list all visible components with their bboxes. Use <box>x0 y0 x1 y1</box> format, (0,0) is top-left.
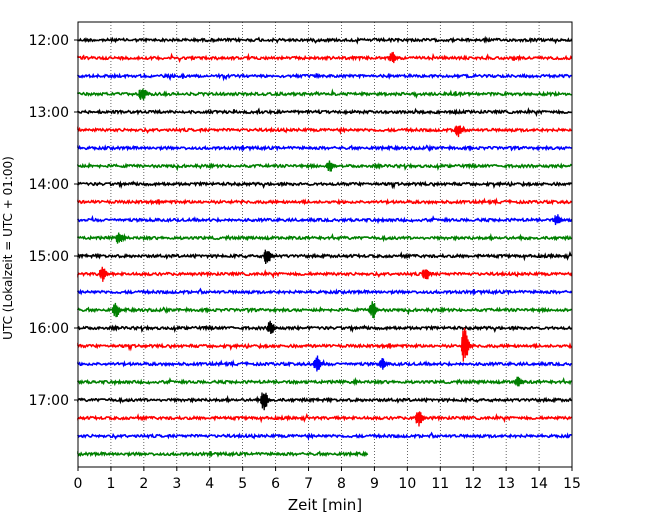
x-tick-label: 15 <box>563 476 581 492</box>
trace-row-1500 <box>77 250 573 262</box>
trace-row-1530 <box>77 287 573 297</box>
event-burst <box>115 232 130 244</box>
x-tick-label: 9 <box>370 476 379 492</box>
y-axis: 12:00 13:00 14:00 15:00 16:00 17:00 <box>29 33 78 409</box>
trace-row-1430 <box>77 214 573 225</box>
trace-row-1245 <box>77 88 572 99</box>
x-tick-label: 14 <box>530 476 548 492</box>
event-burst <box>266 320 282 335</box>
x-tick-label: 7 <box>304 476 313 492</box>
trace-row-1700 <box>77 394 573 405</box>
trace-row-1415 <box>77 197 573 206</box>
trace-row-1745 <box>77 450 369 459</box>
trace-row-1715 <box>77 412 573 424</box>
x-tick-label: 0 <box>74 476 83 492</box>
trace-row-1400 <box>77 180 573 190</box>
event-burst <box>325 160 341 172</box>
trace-row-1200 <box>77 35 573 45</box>
y-tick-label: 15:00 <box>29 249 69 265</box>
event-burst <box>138 88 153 101</box>
plot-frame <box>77 21 573 468</box>
grid-lines <box>110 22 540 467</box>
x-tick-label: 1 <box>106 476 115 492</box>
trace-row-1445 <box>77 232 572 243</box>
x-axis: 0 1 2 3 4 5 6 7 8 9 10 11 12 13 14 15 <box>74 467 581 492</box>
trace-row-1645 <box>77 376 573 387</box>
trace-row-1545 <box>77 306 572 316</box>
event-burst <box>421 269 437 280</box>
event-burst <box>111 302 127 318</box>
y-tick-label: 12:00 <box>29 33 69 49</box>
y-tick-label: 14:00 <box>29 177 69 193</box>
x-tick-label: 12 <box>464 476 482 492</box>
event-burst <box>414 411 430 427</box>
event-burst <box>260 392 275 411</box>
x-axis-label: Zeit [min] <box>288 496 362 514</box>
x-tick-label: 8 <box>337 476 346 492</box>
trace-row-1300 <box>77 107 572 118</box>
event-burst <box>388 51 404 64</box>
trace-row-1345 <box>77 162 573 172</box>
trace-row-1230 <box>77 72 572 82</box>
x-tick-label: 4 <box>205 476 214 492</box>
trace-row-1315 <box>77 125 572 135</box>
y-tick-label: 13:00 <box>29 105 69 121</box>
event-burst <box>312 355 328 372</box>
trace-rows <box>77 35 573 459</box>
event-burst <box>368 301 384 319</box>
x-tick-label: 6 <box>271 476 280 492</box>
event-burst <box>98 266 114 282</box>
trace-row-1630 <box>77 358 572 368</box>
y-axis-label: UTC (Lokalzeit = UTC + 01:00) <box>1 156 15 340</box>
trace-row-1330 <box>77 144 572 153</box>
x-tick-label: 2 <box>139 476 148 492</box>
event-burst <box>513 376 529 387</box>
y-tick-label: 16:00 <box>29 321 69 337</box>
event-burst <box>454 125 469 138</box>
x-tick-label: 11 <box>431 476 449 492</box>
y-tick-label: 17:00 <box>29 393 69 409</box>
event-burst <box>553 214 568 226</box>
trace-row-1600 <box>77 324 573 334</box>
trace-row-1615 <box>77 342 573 352</box>
x-tick-label: 5 <box>238 476 247 492</box>
trace-row-1730 <box>77 431 572 441</box>
x-tick-label: 10 <box>398 476 416 492</box>
event-burst <box>460 327 476 362</box>
event-burst <box>263 249 278 265</box>
event-burst <box>378 357 394 370</box>
x-tick-label: 3 <box>172 476 181 492</box>
x-tick-label: 13 <box>497 476 515 492</box>
trace-row-1215 <box>77 52 573 63</box>
trace-row-1515 <box>77 269 573 280</box>
